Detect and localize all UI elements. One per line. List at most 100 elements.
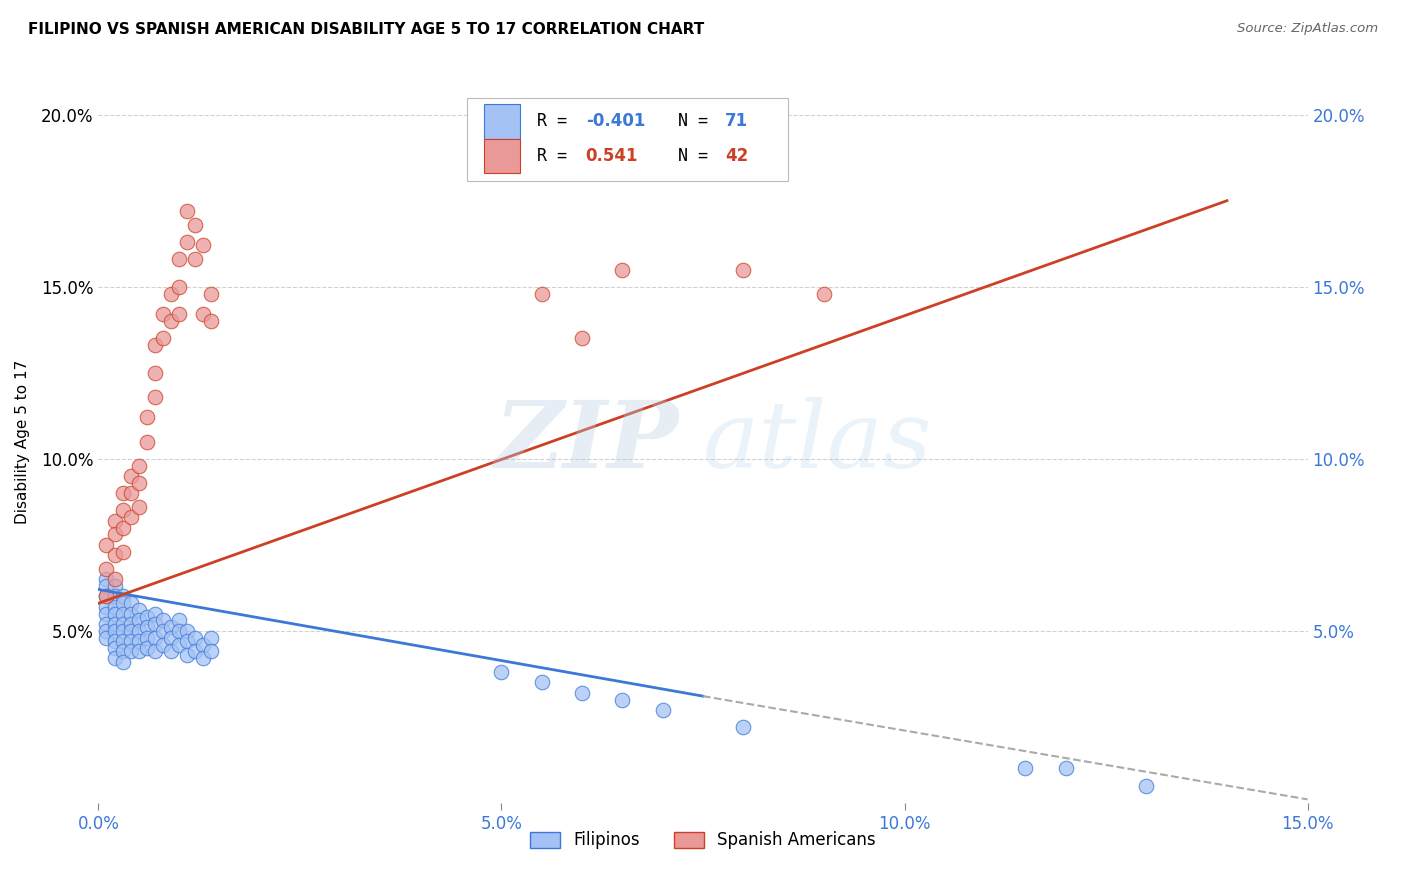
Point: [96, 616, 118, 631]
Point: [103, 590, 125, 604]
Point: [120, 616, 142, 631]
Text: R =: R =: [537, 147, 588, 165]
Point: [143, 616, 166, 631]
Point: [96, 590, 118, 604]
Point: [96, 624, 118, 638]
Point: [143, 366, 166, 380]
Point: [152, 614, 174, 628]
Point: [152, 624, 174, 638]
Point: [200, 631, 222, 645]
Point: [96, 590, 118, 604]
Point: [152, 331, 174, 345]
Point: [96, 562, 118, 576]
Point: [152, 638, 174, 652]
Point: [143, 644, 166, 658]
Point: [120, 596, 142, 610]
Point: [167, 252, 190, 267]
Point: [491, 665, 513, 679]
Point: [103, 599, 125, 614]
Point: [111, 655, 134, 669]
Point: [111, 486, 134, 500]
Point: [103, 624, 125, 638]
Point: [111, 607, 134, 621]
Point: [143, 338, 166, 352]
Point: [612, 262, 634, 277]
Point: [128, 644, 150, 658]
Text: R =: R =: [537, 112, 578, 130]
Point: [135, 620, 157, 634]
Point: [651, 703, 673, 717]
Point: [176, 204, 198, 219]
Point: [120, 624, 142, 638]
Point: [111, 503, 134, 517]
Point: [160, 286, 183, 301]
Point: [103, 572, 125, 586]
Point: [200, 314, 222, 328]
Point: [128, 634, 150, 648]
Point: [571, 686, 593, 700]
Point: [176, 648, 198, 662]
Point: [111, 634, 134, 648]
Point: [152, 307, 174, 321]
Point: [120, 510, 142, 524]
Point: [143, 390, 166, 404]
Point: [111, 544, 134, 558]
Point: [733, 720, 755, 734]
Text: Source: ZipAtlas.com: Source: ZipAtlas.com: [1237, 22, 1378, 36]
Point: [200, 644, 222, 658]
FancyBboxPatch shape: [467, 98, 787, 181]
Point: [184, 218, 207, 232]
Point: [103, 514, 125, 528]
Point: [135, 640, 157, 655]
Text: N =: N =: [658, 112, 718, 130]
Point: [128, 624, 150, 638]
Text: atlas: atlas: [703, 397, 932, 486]
Point: [184, 252, 207, 267]
Point: [160, 620, 183, 634]
Point: [120, 634, 142, 648]
Point: [120, 607, 142, 621]
Point: [103, 640, 125, 655]
Point: [160, 314, 183, 328]
Point: [111, 644, 134, 658]
Point: [813, 286, 835, 301]
Point: [103, 548, 125, 562]
Point: [167, 638, 190, 652]
Point: [167, 624, 190, 638]
Point: [193, 651, 215, 665]
Point: [103, 579, 125, 593]
Point: [111, 616, 134, 631]
Text: -0.401: -0.401: [586, 112, 645, 130]
Point: [120, 486, 142, 500]
Point: [135, 610, 157, 624]
Point: [143, 607, 166, 621]
Point: [96, 572, 118, 586]
Point: [167, 279, 190, 293]
Point: [128, 475, 150, 490]
Point: [1135, 779, 1157, 793]
Point: [103, 527, 125, 541]
Point: [128, 614, 150, 628]
Point: [135, 434, 157, 449]
FancyBboxPatch shape: [484, 104, 520, 139]
Point: [1014, 761, 1036, 775]
Point: [135, 631, 157, 645]
Legend: Filipinos, Spanish Americans: Filipinos, Spanish Americans: [523, 824, 883, 856]
Point: [184, 644, 207, 658]
Point: [193, 307, 215, 321]
Point: [612, 692, 634, 706]
FancyBboxPatch shape: [484, 139, 520, 173]
Point: [143, 631, 166, 645]
Point: [111, 520, 134, 534]
Point: [176, 235, 198, 249]
Text: 42: 42: [724, 147, 748, 165]
Point: [530, 675, 553, 690]
Point: [167, 614, 190, 628]
Point: [111, 596, 134, 610]
Point: [96, 538, 118, 552]
Point: [103, 634, 125, 648]
Point: [120, 644, 142, 658]
Point: [103, 607, 125, 621]
Point: [571, 331, 593, 345]
Point: [200, 286, 222, 301]
